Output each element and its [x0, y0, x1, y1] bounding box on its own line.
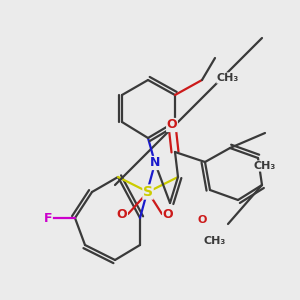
- Text: O: O: [117, 208, 127, 220]
- Text: O: O: [167, 118, 177, 131]
- Text: CH₃: CH₃: [204, 236, 226, 246]
- Text: CH₃: CH₃: [254, 161, 276, 171]
- Text: F: F: [44, 212, 52, 224]
- Text: CH₃: CH₃: [217, 73, 239, 83]
- Text: O: O: [163, 208, 173, 220]
- Text: O: O: [197, 215, 207, 225]
- Text: N: N: [150, 157, 160, 169]
- Text: S: S: [143, 185, 153, 199]
